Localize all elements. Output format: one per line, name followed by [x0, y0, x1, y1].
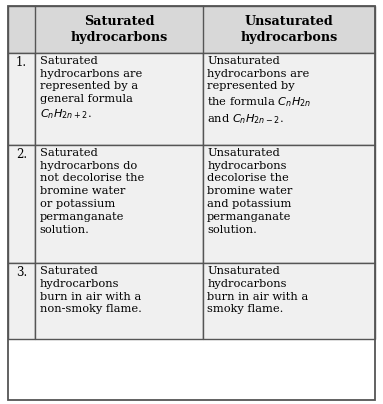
Text: Saturated
hydrocarbons
burn in air with a
non-smoky flame.: Saturated hydrocarbons burn in air with …	[40, 266, 142, 314]
Text: 1.: 1.	[16, 56, 27, 69]
Text: Unsaturated
hydrocarbons
burn in air with a
smoky flame.: Unsaturated hydrocarbons burn in air wit…	[207, 266, 308, 314]
Bar	[8, 263, 35, 339]
Text: Saturated
hydrocarbons: Saturated hydrocarbons	[70, 15, 167, 44]
Text: Saturated
hydrocarbons are
represented by a
general formula
$C_nH_{2n+2}$.: Saturated hydrocarbons are represented b…	[40, 56, 142, 122]
Bar	[203, 263, 375, 339]
Text: 3.: 3.	[16, 266, 27, 279]
Bar	[35, 263, 203, 339]
Bar	[203, 145, 375, 263]
Bar	[8, 53, 35, 145]
Text: Unsaturated
hydrocarbons
decolorise the
bromine water
and potassium
permanganate: Unsaturated hydrocarbons decolorise the …	[207, 148, 293, 235]
Bar	[203, 53, 375, 145]
Bar	[35, 145, 203, 263]
Bar	[35, 53, 203, 145]
Bar	[8, 145, 35, 263]
Text: Saturated
hydrocarbons do
not decolorise the
bromine water
or potassium
permanga: Saturated hydrocarbons do not decolorise…	[40, 148, 144, 235]
Text: 2.: 2.	[16, 148, 27, 161]
Bar	[8, 6, 375, 53]
Text: Unsaturated
hydrocarbons are
represented by
the formula $C_nH_{2n}$
and $C_nH_{2: Unsaturated hydrocarbons are represented…	[207, 56, 311, 126]
Text: Unsaturated
hydrocarbons: Unsaturated hydrocarbons	[240, 15, 337, 44]
